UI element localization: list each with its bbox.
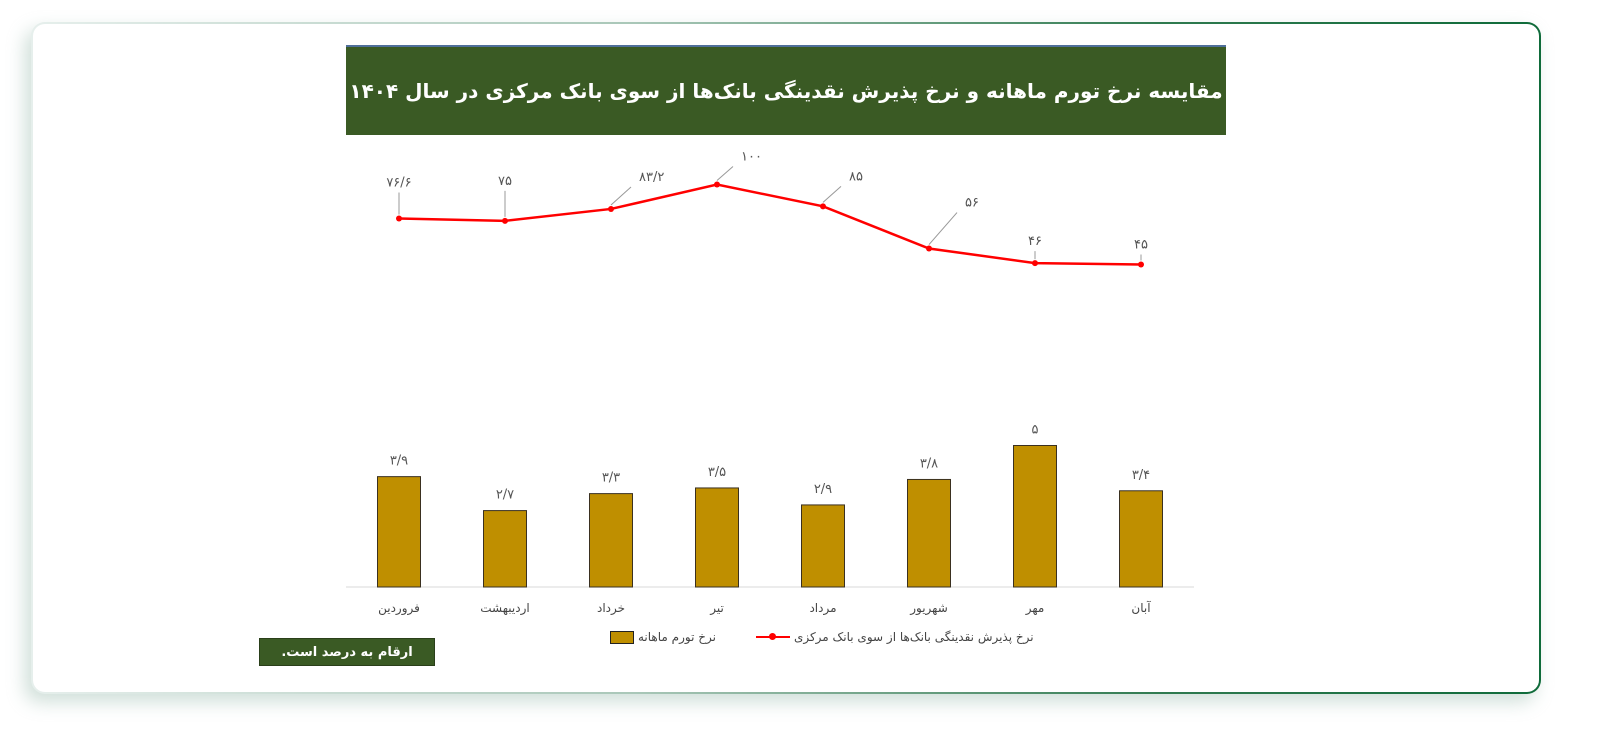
line-label-leaders xyxy=(398,166,1142,261)
bar-value-label: ۲/۷ xyxy=(496,488,514,503)
bar-value-label: ۵ xyxy=(1032,423,1039,438)
bar-value-label: ۳/۸ xyxy=(920,456,938,471)
category-label: خرداد xyxy=(597,601,625,616)
bar-value-label: ۳/۵ xyxy=(708,465,726,480)
chart-card xyxy=(31,22,1541,694)
bar-value-label: ۳/۳ xyxy=(602,471,620,486)
line-value-label: ۱۰۰ xyxy=(741,150,762,165)
line-marker xyxy=(608,205,614,212)
line-data-labels: ۷۶/۶ ۷۵ ۸۳/۲ ۱۰۰ ۸۵ ۵۶ ۴۶ ۴۵ xyxy=(386,150,1148,253)
bar xyxy=(801,504,845,588)
bar-value-label: ۳/۹ xyxy=(390,454,408,469)
bar xyxy=(1119,490,1163,588)
legend-line-swatch xyxy=(755,631,790,643)
bar xyxy=(589,493,633,588)
bar-value-label: ۲/۹ xyxy=(814,482,832,497)
category-label: اردیبهشت xyxy=(480,601,529,616)
line-marker xyxy=(502,217,508,224)
line-marker xyxy=(714,181,720,188)
legend-line-label: نرخ پذیرش نقدینگی بانک‌ها از سوی بانک مر… xyxy=(793,630,1034,644)
line-marker xyxy=(926,245,932,252)
line-value-label: ۷۵ xyxy=(498,174,512,189)
leader-line xyxy=(716,166,734,181)
line-value-label: ۸۳/۲ xyxy=(639,170,664,185)
legend-item-bar: نرخ تورم ماهانه xyxy=(610,630,716,644)
bar xyxy=(377,476,421,588)
category-label: آبان xyxy=(1131,600,1151,615)
line-markers xyxy=(396,181,1144,268)
bar xyxy=(907,478,951,588)
line-value-label: ۷۶/۶ xyxy=(386,176,411,191)
units-note-text: ارقام به درصد است. xyxy=(281,644,413,660)
line-marker xyxy=(1138,261,1144,268)
bar xyxy=(483,510,527,588)
bar xyxy=(1013,445,1057,588)
leader-line xyxy=(610,186,632,206)
chart-legend: نرخ پذیرش نقدینگی بانک‌ها از سوی بانک مر… xyxy=(610,630,1034,644)
line-value-label: ۴۵ xyxy=(1134,238,1148,253)
chart-title: مقایسه نرخ تورم ماهانه و نرخ پذیرش نقدین… xyxy=(349,79,1223,103)
category-label: تیر xyxy=(709,601,724,616)
line-value-label: ۸۵ xyxy=(849,169,863,184)
line-value-label: ۵۶ xyxy=(965,196,979,211)
legend-item-line: نرخ پذیرش نقدینگی بانک‌ها از سوی بانک مر… xyxy=(755,630,1034,644)
category-label: مرداد xyxy=(809,601,836,616)
chart-title-banner: مقایسه نرخ تورم ماهانه و نرخ پذیرش نقدین… xyxy=(346,45,1226,135)
legend-bar-label: نرخ تورم ماهانه xyxy=(638,630,716,644)
category-label: شهریور xyxy=(909,601,948,616)
bar-data-labels: ۳/۹ ۲/۷ ۳/۳ ۳/۵ ۲/۹ ۳/۸ ۵ ۳/۴ xyxy=(390,423,1150,503)
bar xyxy=(695,487,739,588)
leader-line xyxy=(822,185,842,203)
line-marker xyxy=(1032,260,1038,267)
units-note: ارقام به درصد است. xyxy=(259,638,435,666)
leader-line xyxy=(928,212,958,245)
line-series xyxy=(398,183,1142,266)
category-label: فروردین xyxy=(378,601,420,616)
bar-series xyxy=(377,445,1163,588)
category-labels: فروردین اردیبهشت خرداد تیر مرداد شهریور مهر آبا… xyxy=(378,600,1151,616)
line-value-label: ۴۶ xyxy=(1028,234,1042,249)
legend-bar-swatch xyxy=(610,630,634,644)
line-marker xyxy=(820,203,826,210)
category-label: مهر xyxy=(1025,601,1045,616)
line-marker xyxy=(396,215,402,222)
bar-value-label: ۳/۴ xyxy=(1132,468,1150,483)
